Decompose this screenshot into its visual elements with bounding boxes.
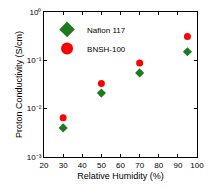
svg-text:Proton Conductivity (S/cm): Proton Conductivity (S/cm) — [14, 31, 24, 138]
svg-text:20: 20 — [40, 161, 49, 170]
svg-text:30: 30 — [59, 161, 68, 170]
svg-text:BNSH-100: BNSH-100 — [87, 45, 126, 54]
svg-text:80: 80 — [154, 161, 163, 170]
svg-text:90: 90 — [173, 161, 182, 170]
svg-text:10⁻²: 10⁻² — [27, 104, 42, 113]
svg-text:50: 50 — [97, 161, 106, 170]
svg-text:Relative Humidity (%): Relative Humidity (%) — [77, 171, 164, 181]
svg-text:70: 70 — [135, 161, 144, 170]
svg-text:60: 60 — [116, 161, 125, 170]
svg-text:100: 100 — [190, 161, 204, 170]
svg-text:40: 40 — [78, 161, 87, 170]
svg-text:10⁰: 10⁰ — [29, 8, 41, 17]
svg-text:Nafion 117: Nafion 117 — [87, 26, 126, 35]
svg-text:10⁻¹: 10⁻¹ — [27, 56, 42, 65]
svg-text:10⁻³: 10⁻³ — [27, 153, 42, 162]
